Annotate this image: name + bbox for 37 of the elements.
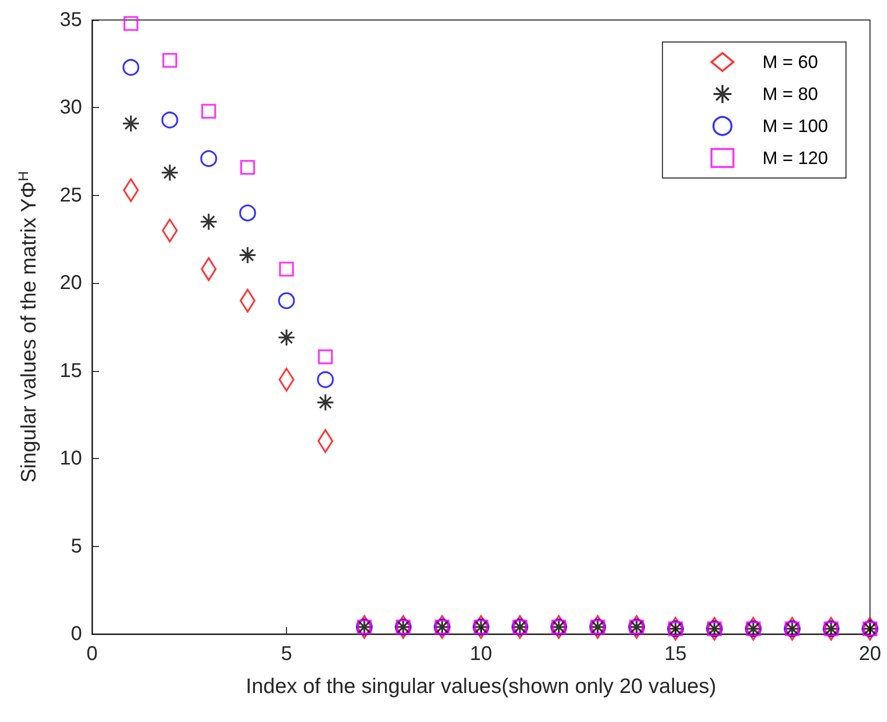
- x-tick-label: 15: [664, 643, 687, 665]
- y-tick-label: 25: [60, 184, 82, 206]
- point: [162, 52, 178, 68]
- legend-label: M = 100: [762, 116, 828, 136]
- y-tick-label: 5: [70, 535, 82, 558]
- point: [279, 262, 294, 277]
- y-tick-label: 0: [70, 623, 82, 645]
- legend-label: M = 80: [762, 84, 818, 104]
- point: [200, 212, 218, 231]
- point: [161, 112, 178, 128]
- point: [278, 328, 296, 346]
- x-tick-label: 10: [470, 643, 492, 665]
- y-tick-label: 20: [60, 272, 82, 294]
- point: [200, 150, 218, 167]
- y-tick-label: 35: [60, 9, 82, 31]
- point: [124, 16, 138, 31]
- point: [201, 104, 216, 119]
- y-tick-label: 15: [60, 360, 82, 382]
- point: [278, 292, 295, 310]
- legend-label: M = 60: [762, 52, 818, 72]
- x-axis-title: Index of the singular values(shown only 20 values): [246, 675, 716, 698]
- y-axis-title: Singular values of the matrix YΦH: [15, 171, 40, 483]
- x-tick-label: 5: [280, 643, 292, 665]
- point: [240, 160, 255, 175]
- point: [316, 394, 334, 412]
- x-tick-label: 20: [858, 643, 882, 665]
- x-tick-label: 0: [86, 643, 98, 665]
- legend-label: M = 120: [762, 148, 828, 168]
- point: [238, 246, 256, 264]
- point: [160, 164, 179, 182]
- point: [122, 58, 140, 76]
- point: [318, 349, 333, 364]
- y-tick-label: 30: [60, 96, 82, 119]
- point: [122, 114, 140, 132]
- point: [317, 371, 334, 388]
- point: [239, 204, 256, 222]
- y-tick-label: 10: [60, 448, 82, 470]
